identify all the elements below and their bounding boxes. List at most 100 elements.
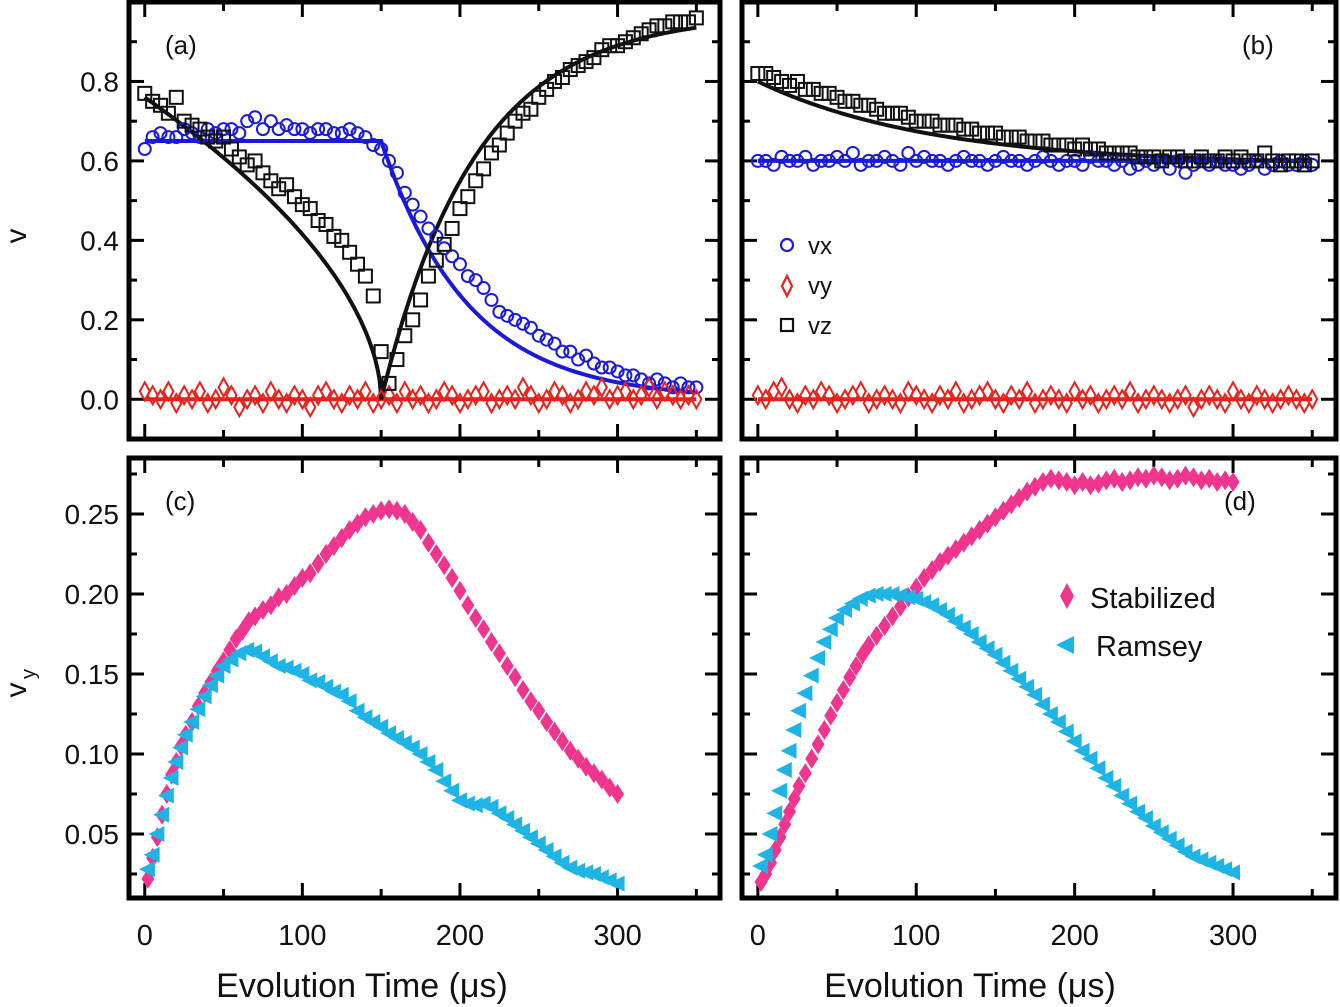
Stabilized-point (817, 720, 831, 740)
Ramsey-point (348, 702, 365, 719)
Stabilized-point (398, 504, 412, 524)
Stabilized-point (611, 784, 625, 804)
vy-point (1060, 392, 1073, 415)
vx-point (232, 126, 247, 141)
vz-point (271, 181, 287, 197)
vy-point (359, 380, 372, 403)
vy-point (319, 380, 333, 403)
vx-fit-line (144, 139, 697, 395)
vz-point (137, 85, 153, 101)
vy-point (1108, 384, 1121, 407)
Stabilized-point (1044, 468, 1058, 489)
series-Ramsey (138, 642, 625, 892)
Ramsey-point (214, 658, 231, 674)
vz-fit-line (756, 79, 1313, 164)
vz-point (255, 165, 271, 181)
vz-point (821, 85, 837, 101)
Stabilized-point (563, 740, 577, 761)
x-axis-label-right: Evolution Time (μs) (824, 967, 1116, 1005)
Stabilized-point (287, 576, 301, 596)
vz-point (1011, 129, 1027, 145)
vz-point (547, 73, 563, 89)
vy-point (217, 376, 230, 399)
vz-point (813, 85, 829, 101)
Stabilized-point (1131, 467, 1145, 488)
vy-point (635, 384, 648, 407)
Stabilized-point (1194, 470, 1208, 491)
panel-d-series (752, 465, 1241, 892)
Ramsey-point (752, 858, 769, 874)
y-axis-label-bottom-main: v (0, 683, 33, 698)
vz-point (499, 125, 515, 141)
x-axis-label-left: Evolution Time (μs) (216, 967, 508, 1005)
vz-point (145, 93, 161, 109)
Ramsey-point (608, 875, 625, 892)
vx-point (956, 149, 971, 164)
vz-point (1178, 153, 1194, 169)
Stabilized-point (484, 632, 498, 652)
vz-point (1257, 145, 1273, 161)
Ramsey-point (189, 701, 206, 718)
vy-point (1013, 388, 1026, 411)
vz-point (980, 125, 996, 141)
vx-point (1012, 153, 1027, 168)
panel-a-series (137, 10, 704, 419)
vy-point (775, 376, 788, 399)
vy-point (886, 388, 899, 411)
Ramsey-point (301, 672, 318, 689)
vz-point (223, 141, 239, 157)
Stabilized-point (1210, 472, 1224, 492)
vx-point (366, 138, 381, 153)
vy-point (1234, 388, 1248, 411)
Stabilized-point (508, 667, 522, 688)
Stabilized-point (374, 500, 388, 521)
vy-point (1187, 396, 1200, 419)
panel-d-y-ticks (742, 472, 1336, 876)
vz-point (1233, 149, 1249, 165)
vx-point (798, 149, 813, 164)
vy-point (822, 384, 836, 407)
vx-point (940, 157, 955, 172)
vx-point (334, 126, 349, 141)
Stabilized-point (830, 692, 844, 713)
Ramsey-point (1121, 795, 1138, 812)
vx-point (358, 130, 373, 145)
vx-point (145, 130, 160, 145)
Stabilized-point (870, 625, 884, 646)
Stabilized-point (492, 643, 506, 664)
legend-stabilized-marker (1060, 583, 1074, 609)
vz-point (1130, 149, 1146, 165)
x-tick-label: 300 (1209, 920, 1257, 952)
vz-point (539, 81, 555, 97)
Ramsey-point (802, 667, 819, 684)
Stabilized-point (925, 560, 939, 580)
vy-point (799, 384, 812, 407)
vx-point (1115, 153, 1130, 168)
vy-point (548, 380, 561, 403)
vy-point (398, 380, 411, 403)
Ramsey-point (138, 861, 155, 878)
x-tick-label: 200 (436, 920, 484, 952)
vy-point (791, 392, 804, 415)
vz-point (444, 220, 460, 236)
vz-point (491, 137, 507, 153)
vz-point (420, 268, 436, 284)
vx-point (1035, 149, 1050, 164)
Ramsey-point (176, 726, 193, 743)
Ramsey-point (796, 685, 813, 702)
legend-vz-marker (779, 317, 795, 333)
vx-point (468, 273, 483, 288)
vx-point (240, 114, 255, 129)
panel-b-series (750, 66, 1320, 419)
vy-point (894, 392, 907, 415)
vx-point (476, 281, 491, 296)
vz-point (940, 117, 956, 133)
vy-point (1250, 384, 1263, 407)
Ramsey-point (537, 842, 554, 858)
vx-point (758, 153, 773, 168)
Stabilized-point (303, 563, 317, 584)
vz-point (1217, 149, 1233, 165)
vz-point (247, 153, 263, 169)
y-tick-label: 0.25 (65, 499, 120, 530)
